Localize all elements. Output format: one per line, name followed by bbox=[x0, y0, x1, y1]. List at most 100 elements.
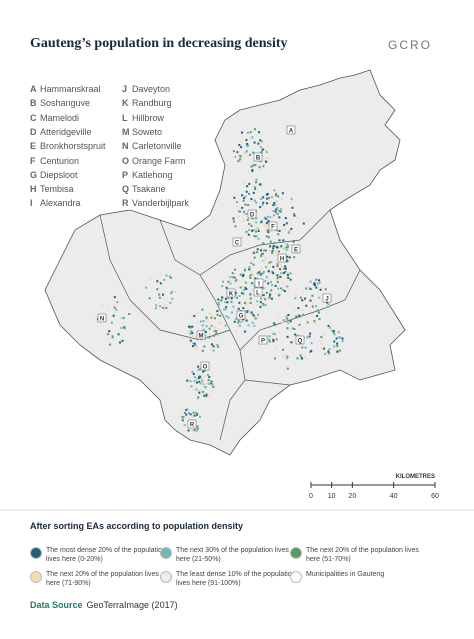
density-dot bbox=[280, 272, 283, 275]
density-dot bbox=[128, 313, 131, 316]
place-item: L Hillbrow bbox=[122, 113, 164, 123]
place-name: Tembisa bbox=[40, 184, 74, 195]
density-dot bbox=[285, 248, 288, 251]
density-dot bbox=[232, 305, 235, 308]
place-item: B Soshanguve bbox=[30, 98, 90, 108]
density-dot bbox=[245, 150, 248, 153]
density-dot bbox=[244, 203, 247, 206]
density-dot bbox=[289, 278, 292, 281]
density-dot bbox=[201, 324, 204, 327]
density-dot bbox=[253, 256, 256, 259]
place-marker bbox=[232, 237, 242, 247]
density-dot bbox=[251, 273, 254, 276]
density-dot bbox=[121, 339, 124, 342]
density-dot bbox=[201, 390, 204, 393]
legend-item: The least dense 10% of the population li… bbox=[160, 570, 296, 588]
legend-item: The next 30% of the population lives her… bbox=[160, 546, 296, 564]
density-dot bbox=[200, 377, 203, 380]
density-dot bbox=[327, 350, 330, 353]
density-dot bbox=[224, 301, 227, 304]
density-dot bbox=[262, 270, 265, 273]
density-dot bbox=[272, 338, 275, 341]
density-dot bbox=[197, 368, 200, 371]
density-dot bbox=[277, 233, 280, 236]
density-dot bbox=[259, 139, 262, 142]
density-dot bbox=[276, 229, 279, 232]
density-dot bbox=[316, 282, 319, 285]
density-dot bbox=[259, 206, 262, 209]
density-dot bbox=[328, 352, 331, 355]
place-marker bbox=[277, 253, 287, 263]
density-dot bbox=[242, 307, 245, 310]
density-dot bbox=[145, 286, 148, 289]
density-dot bbox=[190, 330, 193, 333]
density-dot bbox=[328, 348, 331, 351]
density-dot bbox=[336, 344, 339, 347]
density-dot bbox=[211, 390, 214, 393]
density-dot bbox=[249, 301, 252, 304]
density-dot bbox=[259, 249, 262, 252]
density-dot bbox=[266, 157, 269, 160]
place-marker-letter: Q bbox=[298, 339, 303, 345]
density-dot bbox=[282, 289, 285, 292]
density-dot bbox=[278, 229, 281, 232]
density-dot bbox=[241, 220, 244, 223]
density-dot bbox=[285, 365, 288, 368]
density-dot bbox=[284, 267, 287, 270]
density-dot bbox=[207, 336, 210, 339]
density-dot bbox=[258, 183, 261, 186]
density-dot bbox=[186, 408, 189, 411]
density-dot bbox=[250, 198, 253, 201]
density-dot bbox=[250, 224, 253, 227]
density-dot bbox=[246, 145, 249, 148]
density-dot bbox=[250, 270, 253, 273]
density-dot bbox=[286, 255, 289, 258]
density-dot bbox=[209, 384, 212, 387]
density-dot bbox=[272, 210, 275, 213]
density-dot bbox=[275, 250, 278, 253]
density-dot bbox=[272, 340, 275, 343]
density-dot bbox=[286, 246, 289, 249]
density-dot bbox=[207, 373, 210, 376]
density-dot bbox=[255, 225, 258, 228]
density-dot bbox=[289, 272, 292, 275]
density-dot bbox=[261, 297, 264, 300]
density-dot bbox=[271, 216, 274, 219]
density-dot bbox=[106, 333, 109, 336]
density-dot bbox=[189, 339, 192, 342]
density-dot bbox=[185, 413, 188, 416]
density-dot bbox=[237, 319, 240, 322]
density-dot bbox=[279, 275, 282, 278]
density-dot bbox=[196, 425, 199, 428]
density-dot bbox=[239, 286, 242, 289]
density-dot bbox=[165, 274, 168, 277]
density-dot bbox=[313, 283, 316, 286]
density-dot bbox=[276, 203, 279, 206]
density-dot bbox=[276, 200, 279, 203]
density-dot bbox=[246, 218, 249, 221]
place-marker-letter: J bbox=[325, 297, 328, 303]
density-dot bbox=[224, 297, 227, 300]
density-dot bbox=[277, 294, 280, 297]
density-dot bbox=[337, 331, 340, 334]
density-dot bbox=[280, 266, 283, 269]
density-dot bbox=[314, 284, 317, 287]
density-dot bbox=[246, 310, 249, 313]
density-dot bbox=[318, 295, 321, 298]
place-name: Orange Farm bbox=[132, 155, 186, 166]
density-dot bbox=[232, 220, 235, 223]
density-dot bbox=[189, 326, 192, 329]
density-dot bbox=[272, 247, 275, 250]
density-dot bbox=[239, 304, 242, 307]
density-dot bbox=[262, 302, 265, 305]
density-dot bbox=[265, 235, 268, 238]
density-dot bbox=[239, 155, 242, 158]
place-item: F Centurion bbox=[30, 156, 79, 166]
density-dot bbox=[308, 335, 311, 338]
place-marker-letter: C bbox=[235, 241, 240, 247]
density-dot bbox=[162, 306, 165, 309]
density-dot bbox=[241, 156, 244, 159]
density-dot bbox=[255, 221, 258, 224]
density-dot bbox=[249, 293, 252, 296]
